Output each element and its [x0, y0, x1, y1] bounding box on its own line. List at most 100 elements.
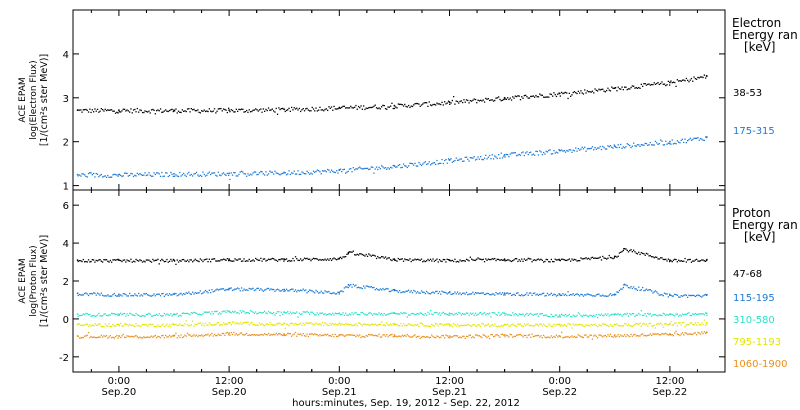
data-point	[481, 158, 483, 161]
data-point	[450, 102, 452, 104]
data-point	[312, 170, 315, 172]
data-point	[399, 103, 401, 105]
data-point	[563, 92, 565, 94]
data-point	[312, 291, 315, 293]
data-point	[698, 77, 700, 79]
data-point	[649, 313, 651, 315]
data-point	[545, 150, 547, 153]
x-tick-date-label: Sep.22	[542, 387, 577, 398]
data-point	[347, 107, 349, 109]
data-point	[705, 332, 707, 334]
data-point	[148, 336, 150, 339]
data-point	[600, 88, 603, 91]
data-point	[93, 314, 95, 317]
data-point	[445, 103, 447, 105]
data-point	[679, 296, 681, 298]
data-point	[598, 88, 600, 90]
data-point	[471, 313, 473, 315]
data-point	[100, 260, 102, 262]
data-point	[422, 261, 424, 263]
data-point	[462, 335, 464, 337]
data-point	[255, 108, 257, 110]
data-point	[167, 325, 169, 327]
data-point	[352, 313, 354, 316]
y-tick-label: 0	[63, 315, 69, 326]
data-point	[513, 335, 515, 338]
data-point	[193, 334, 195, 336]
data-point	[276, 322, 279, 324]
data-point	[248, 324, 250, 326]
data-point	[363, 285, 365, 287]
data-point	[87, 314, 90, 316]
data-point	[613, 257, 615, 259]
data-point	[109, 176, 111, 178]
data-point	[255, 289, 257, 291]
data-point	[697, 331, 699, 334]
data-point-anchor	[228, 172, 231, 175]
data-point	[603, 90, 605, 92]
data-point	[692, 313, 694, 315]
data-point	[483, 312, 486, 314]
data-point	[121, 335, 123, 337]
data-point	[405, 165, 407, 167]
legend-entry: 47-68	[733, 269, 762, 280]
data-point	[591, 90, 594, 92]
data-point	[478, 158, 480, 160]
data-point	[429, 336, 432, 338]
data-point	[158, 293, 160, 295]
data-point	[240, 312, 243, 314]
data-point	[571, 258, 573, 260]
data-point	[112, 323, 114, 326]
data-point	[323, 313, 325, 316]
data-point	[521, 334, 523, 337]
data-point	[273, 258, 275, 260]
data-point	[681, 332, 684, 334]
data-point	[647, 325, 649, 327]
data-point-anchor	[118, 293, 120, 296]
data-point	[85, 260, 87, 263]
data-point	[519, 99, 522, 101]
data-point	[171, 108, 173, 110]
data-point	[663, 83, 666, 85]
data-point	[77, 294, 79, 297]
data-point	[699, 137, 702, 140]
data-point	[522, 97, 524, 99]
data-point	[420, 290, 423, 292]
data-point	[535, 150, 537, 152]
data-point	[242, 260, 244, 262]
data-point	[401, 313, 403, 315]
data-point	[563, 294, 565, 296]
data-point	[510, 294, 513, 297]
data-point	[96, 314, 99, 316]
data-point	[305, 108, 307, 110]
data-point	[496, 293, 498, 295]
data-point	[588, 293, 590, 295]
data-point	[215, 260, 217, 262]
data-point	[404, 258, 406, 260]
data-point	[639, 289, 641, 292]
data-point	[271, 171, 273, 173]
data-point	[216, 334, 218, 337]
data-point	[577, 260, 579, 262]
data-point	[629, 144, 631, 147]
data-point	[296, 311, 298, 313]
data-point	[189, 111, 191, 113]
data-point	[559, 325, 561, 327]
data-point	[244, 321, 246, 323]
data-point	[696, 137, 698, 139]
data-point	[625, 146, 627, 148]
data-point	[639, 145, 641, 148]
data-point	[669, 260, 671, 263]
data-point	[211, 111, 213, 113]
data-point	[170, 294, 172, 296]
data-point	[153, 293, 155, 295]
data-point	[90, 292, 92, 295]
data-point	[175, 292, 177, 295]
data-point	[651, 334, 653, 336]
data-point	[351, 171, 353, 173]
data-point	[273, 324, 275, 326]
data-point	[383, 105, 385, 107]
data-point	[131, 314, 133, 316]
data-point	[89, 293, 91, 295]
data-point	[629, 287, 631, 289]
